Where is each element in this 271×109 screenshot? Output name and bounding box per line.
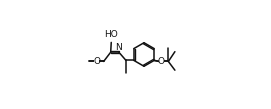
Bar <box>94 55 99 68</box>
Text: O: O <box>158 57 165 66</box>
Text: HO: HO <box>104 30 118 39</box>
Text: O: O <box>93 57 100 66</box>
Text: N: N <box>115 43 122 52</box>
Bar <box>159 55 164 68</box>
